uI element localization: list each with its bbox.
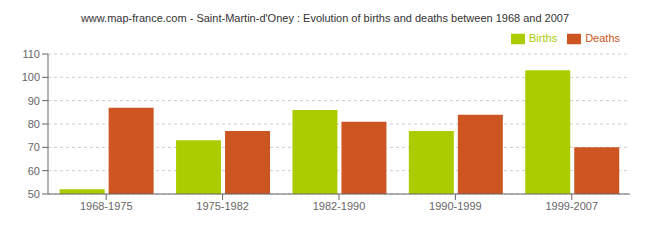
svg-text:100: 100: [22, 71, 40, 83]
svg-text:1999-2007: 1999-2007: [545, 200, 598, 212]
html-text:Deaths: Deaths: [585, 32, 620, 44]
svg-text:1968-1975: 1968-1975: [80, 200, 133, 212]
svg-text:1990-1999: 1990-1999: [429, 200, 482, 212]
svg-text:50: 50: [28, 188, 40, 200]
svg-text:70: 70: [28, 141, 40, 153]
svg-text:90: 90: [28, 95, 40, 107]
html-text:www.map-france.com - Saint-Mar: www.map-france.com - Saint-Martin-d'Oney…: [80, 12, 570, 24]
svg-text:1982-1990: 1982-1990: [313, 200, 366, 212]
svg-text:80: 80: [28, 118, 40, 130]
html-text:Births: Births: [529, 32, 558, 44]
svg-text:110: 110: [22, 48, 40, 60]
svg-text:1975-1982: 1975-1982: [196, 200, 249, 212]
svg-text:60: 60: [28, 165, 40, 177]
